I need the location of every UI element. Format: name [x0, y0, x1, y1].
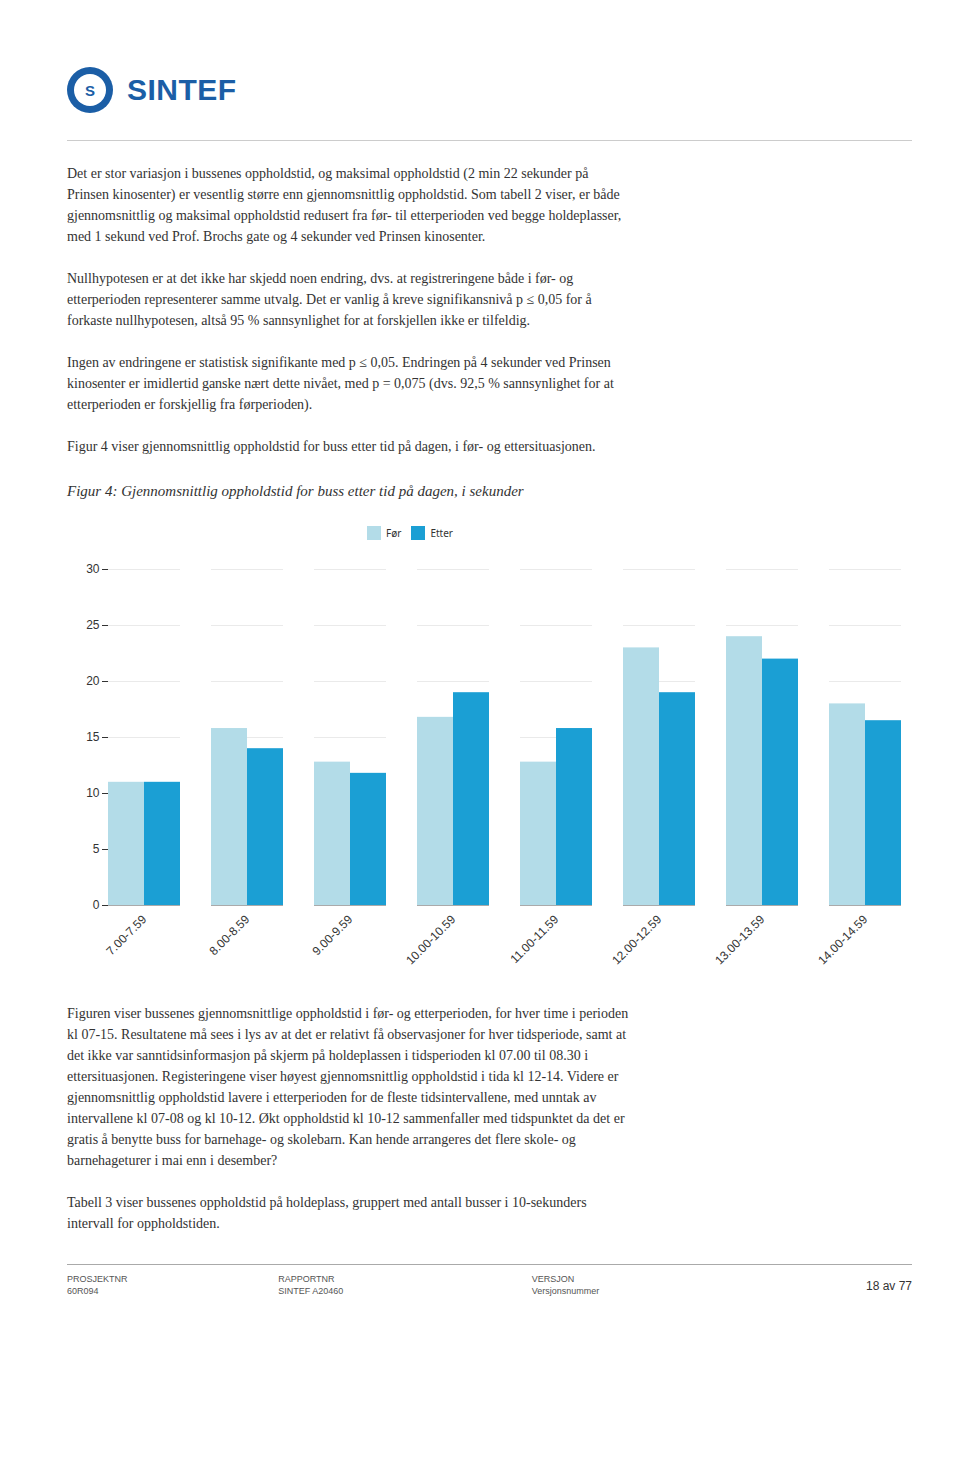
svg-text:10: 10: [86, 786, 100, 800]
html-text:forkaste nullhypotesen, altså: forkaste nullhypotesen, altså 95 % sanns…: [67, 313, 530, 328]
svg-text:10.00-10.59: 10.00-10.59: [403, 912, 458, 967]
html-text:Figur 4 viser gjennomsnittlig: Figur 4 viser gjennomsnittlig oppholdsti…: [67, 439, 596, 454]
html-text:VERSJON Versjonsnummer: VERSJON Versjonsnummer: [531, 1274, 600, 1296]
html-text:gjennomsnittlig oppholdstid la: gjennomsnittlig oppholdstid lavere i ett…: [67, 1090, 597, 1105]
html-text:kl 07-15. Resultatene må sees: kl 07-15. Resultatene må sees i lys av a…: [67, 1027, 626, 1042]
html-text:18 av 77: 18 av 77: [866, 1279, 912, 1293]
svg-text:7.00-7.59: 7.00-7.59: [104, 912, 150, 958]
html-text:RAPPORTNR SINTEF A20460: RAPPORTNR SINTEF A20460: [278, 1274, 344, 1296]
html-text:Før: Før: [386, 525, 402, 540]
html-text:etterperioden er forskjellig f: etterperioden er forskjellig fra førperi…: [67, 397, 313, 412]
html-text:Prinsen kinosenter) er vesentl: Prinsen kinosenter) er vesentlig større …: [67, 187, 620, 202]
svg-text:20: 20: [86, 674, 100, 688]
html-text:Ingen av endringene er statist: Ingen av endringene er statistisk signif…: [67, 355, 611, 370]
html-text:Tabell 3 viser bussenes opphol: Tabell 3 viser bussenes oppholdstid på h…: [67, 1195, 587, 1210]
svg-text:15: 15: [86, 730, 100, 744]
html-text:gjennomsnittlig og maksimal op: gjennomsnittlig og maksimal oppholdstid …: [67, 208, 622, 223]
svg-text:25: 25: [86, 618, 100, 632]
svg-text:12.00-12.59: 12.00-12.59: [609, 912, 664, 967]
html-text:intervall for oppholdstiden.: intervall for oppholdstiden.: [67, 1216, 220, 1231]
svg-text:8.00-8.59: 8.00-8.59: [207, 912, 253, 958]
html-text:Figuren viser bussenes gjennom: Figuren viser bussenes gjennomsnittlige …: [67, 1006, 629, 1021]
html-text:SINTEF: SINTEF: [127, 73, 237, 106]
html-text:Det er stor variasjon i bussen: Det er stor variasjon i bussenes opphold…: [67, 166, 589, 181]
html-text:ettersituasjonen. Registeringe: ettersituasjonen. Registeringene viser h…: [67, 1069, 619, 1084]
html-text:Nullhypotesen er at det ikke h: Nullhypotesen er at det ikke har skjedd …: [67, 271, 574, 286]
svg-text:13.00-13.59: 13.00-13.59: [712, 912, 767, 967]
svg-text:9.00-9.59: 9.00-9.59: [310, 912, 356, 958]
html-text:det ikke var sanntidsinformasj: det ikke var sanntidsinformasjon på skje…: [67, 1048, 588, 1063]
svg-text:14.00-14.59: 14.00-14.59: [815, 912, 870, 967]
html-text:gratis å benytte buss for barn: gratis å benytte buss for barnehage- og …: [67, 1132, 576, 1147]
html-text:kinosenter er imidlertid gansk: kinosenter er imidlertid ganske nært det…: [67, 376, 614, 391]
svg-text:0: 0: [93, 898, 100, 912]
html-text:Figur 4: Gjennomsnittlig oppho: Figur 4: Gjennomsnittlig oppholdstid for…: [67, 483, 524, 499]
svg-text:30: 30: [86, 562, 100, 576]
html-text:Etter: Etter: [430, 525, 453, 540]
html-text:barnehageturer i mai enn i des: barnehageturer i mai enn i desember?: [67, 1153, 278, 1168]
html-text:PROSJEKTNR 60R094: PROSJEKTNR 60R094: [67, 1274, 128, 1296]
svg-text:5: 5: [93, 842, 100, 856]
html-text:intervallene kl 07-08 og kl 10: intervallene kl 07-08 og kl 10-12. Økt o…: [67, 1111, 625, 1126]
html-text:etterperioden representerer sa: etterperioden representerer samme utvalg…: [67, 292, 592, 307]
html-text:med 1 sekund ved Prof. Brochs: med 1 sekund ved Prof. Brochs gate og 4 …: [67, 229, 486, 244]
svg-text:11.00-11.59: 11.00-11.59: [507, 912, 561, 966]
html-text:S: S: [85, 81, 95, 99]
